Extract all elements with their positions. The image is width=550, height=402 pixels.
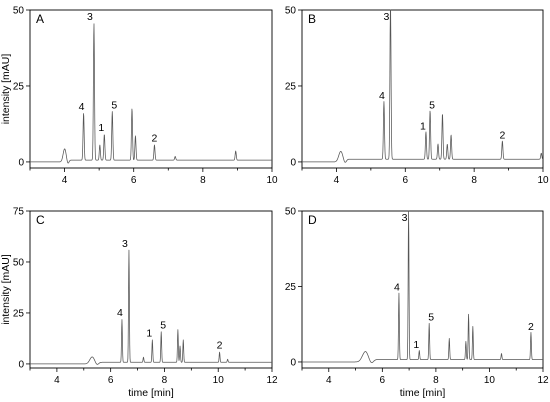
- y-tick-label: 0: [290, 357, 296, 368]
- x-tick-label: 6: [108, 375, 114, 386]
- x-tick-label: 4: [326, 375, 332, 386]
- y-tick-label: 0: [290, 157, 296, 168]
- peak-label: 1: [420, 121, 426, 133]
- y-tick-label: 50: [285, 6, 297, 17]
- y-tick-label: 25: [285, 81, 297, 92]
- y-tick-label: 75: [13, 207, 25, 218]
- x-tick-label: 10: [266, 175, 278, 186]
- peak-label: 3: [384, 11, 390, 23]
- y-tick-label: 0: [18, 157, 24, 168]
- plot-frame: [301, 9, 544, 169]
- x-tick-label: 8: [200, 175, 206, 186]
- x-tick-label: 8: [162, 375, 168, 386]
- y-tick-label: 50: [285, 207, 297, 218]
- chromatogram-trace: [29, 23, 273, 164]
- peak-label: 5: [111, 99, 117, 111]
- panel-letter: D: [308, 213, 317, 227]
- y-tick-label: 25: [285, 282, 297, 293]
- peak-label: 5: [429, 99, 435, 111]
- x-tick-label: 4: [62, 175, 68, 186]
- y-tick-label: 25: [13, 308, 25, 319]
- peak-label: 2: [152, 133, 158, 145]
- peak-label: 5: [160, 319, 166, 331]
- y-tick-label: 25: [13, 81, 25, 92]
- y-tick-label: 50: [13, 6, 25, 17]
- x-tick-label: 8: [433, 375, 439, 386]
- y-tick-label: 50: [13, 257, 25, 268]
- x-tick-label: 12: [537, 375, 549, 386]
- panel-letter: C: [36, 213, 45, 227]
- panel-b: 4 6 8 10 0 25 50 4 3 15 2 B: [285, 6, 549, 187]
- peak-label: 2: [217, 340, 223, 352]
- x-tick-label: 10: [484, 375, 496, 386]
- y-axis-label: intensity [mAU]: [0, 254, 12, 325]
- peak-label: 3: [87, 11, 93, 23]
- x-tick-label: 6: [131, 175, 137, 186]
- x-axis-label: time [min]: [128, 387, 174, 399]
- chromatogram-trace: [301, 9, 544, 163]
- x-axis-label: time [min]: [400, 387, 446, 399]
- x-tick-label: 4: [54, 375, 60, 386]
- peak-label: 1: [98, 122, 104, 134]
- peak-label: 1: [413, 339, 419, 351]
- y-tick-label: 0: [18, 359, 24, 370]
- panel-letter: A: [36, 12, 44, 26]
- plot-frame: [29, 9, 273, 169]
- x-tick-label: 6: [380, 375, 386, 386]
- peak-label: 4: [379, 90, 385, 102]
- y-axis-label: intensity [mAU]: [0, 54, 12, 125]
- plot-frame: [301, 210, 544, 369]
- x-tick-label: 12: [266, 375, 278, 386]
- x-tick-label: 4: [334, 175, 340, 186]
- peak-label: 3: [402, 212, 408, 224]
- chromatogram-trace: [301, 210, 544, 363]
- peak-label: 4: [79, 101, 85, 113]
- chromatogram-trace: [29, 249, 273, 365]
- plot-frame: [29, 210, 273, 369]
- peak-label: 3: [122, 238, 128, 250]
- x-tick-label: 10: [537, 175, 549, 186]
- peak-label: 2: [499, 130, 505, 142]
- panel-letter: B: [308, 12, 316, 26]
- peak-label: 4: [117, 307, 123, 319]
- x-tick-label: 8: [471, 175, 477, 186]
- peak-label: 1: [146, 327, 152, 339]
- peak-label: 5: [428, 312, 434, 324]
- peak-label: 4: [394, 282, 400, 294]
- x-tick-label: 6: [403, 175, 409, 186]
- peak-label: 2: [528, 321, 534, 333]
- x-tick-label: 10: [213, 375, 225, 386]
